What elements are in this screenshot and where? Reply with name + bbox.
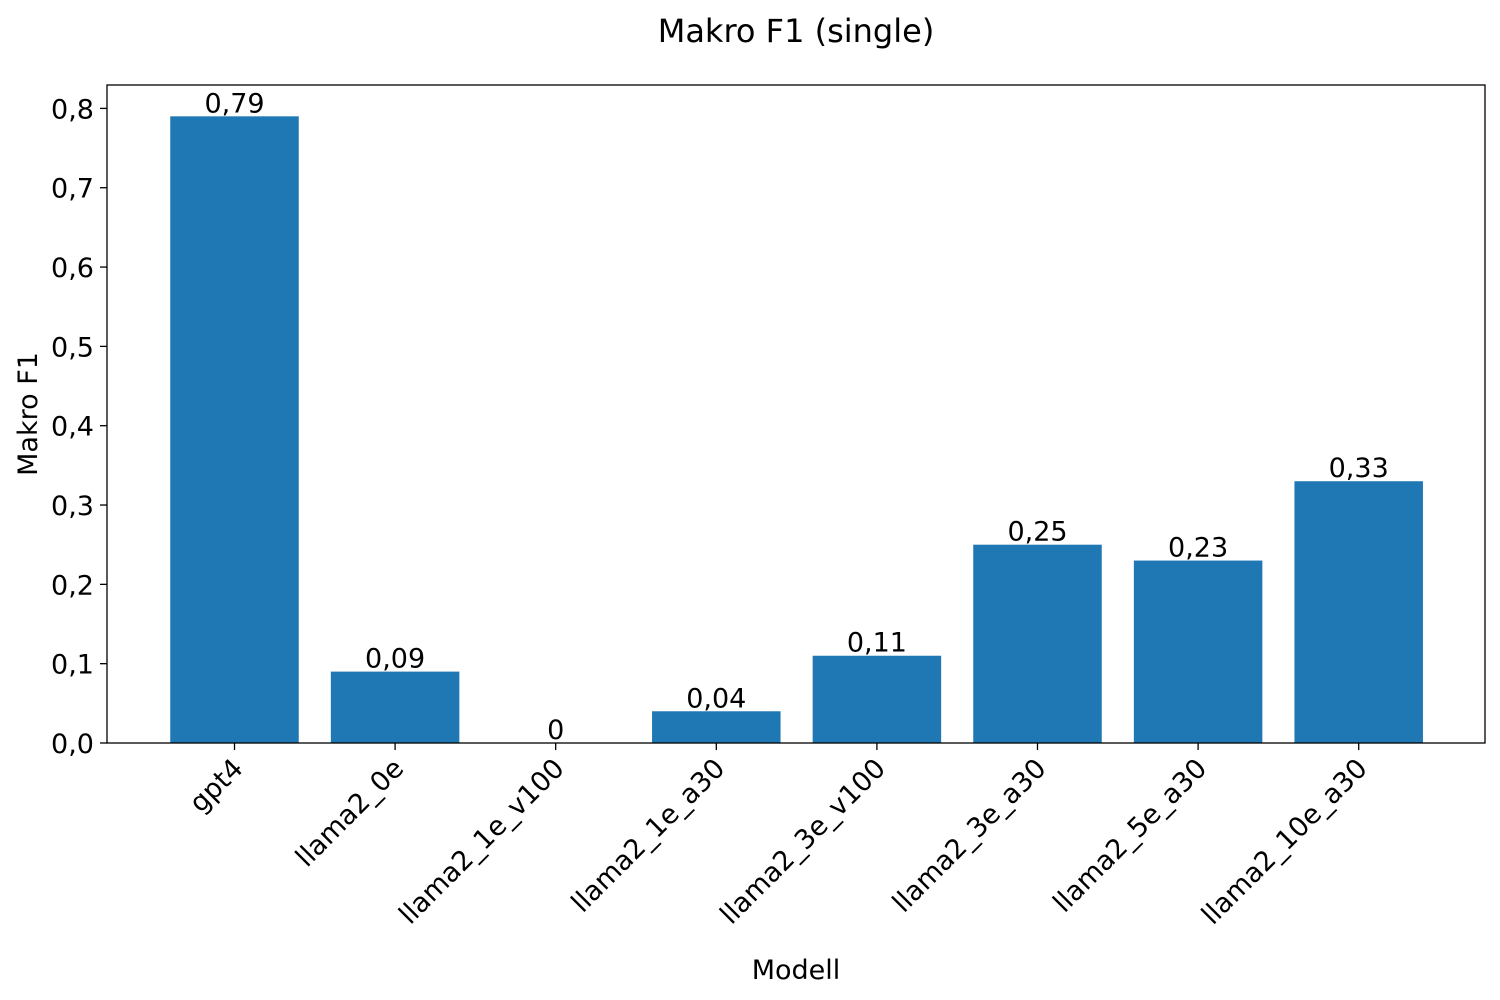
y-tick-label: 0,0 (51, 729, 94, 760)
bar-value-label: 0,23 (1168, 533, 1228, 564)
bars-group (170, 116, 1423, 743)
x-tick-label: gpt4 (184, 753, 250, 819)
x-tick-label: llama2_0e (290, 753, 410, 873)
y-tick-label: 0,3 (51, 491, 94, 522)
bar (1294, 481, 1423, 743)
value-labels-group: 0,79 0,09 0 0,04 0,11 0,25 0,23 0,33 (204, 88, 1388, 746)
chart-title: Makro F1 (single) (658, 12, 935, 50)
bar (330, 671, 460, 743)
y-tick-label: 0,8 (51, 94, 94, 125)
y-tick-label: 0,5 (51, 332, 94, 363)
bar-value-label: 0,79 (204, 88, 264, 119)
bar-value-label: 0,33 (1329, 453, 1389, 484)
bar-value-label: 0,04 (686, 683, 746, 714)
bar-value-label: 0,11 (847, 628, 907, 659)
bar (812, 655, 942, 743)
y-tick-label: 0,6 (51, 253, 94, 284)
x-tick-label: llama2_5e_a30 (1047, 753, 1213, 919)
y-tick-label: 0,4 (51, 412, 94, 443)
y-tick-label: 0,7 (51, 174, 94, 205)
x-tick-label: llama2_10e_a30 (1196, 753, 1374, 931)
x-axis-label: Modell (752, 955, 841, 986)
x-tick-label: llama2_3e_a30 (887, 753, 1053, 919)
bar (170, 116, 299, 743)
plot-frame (106, 84, 1486, 744)
bar (973, 544, 1102, 743)
x-tick-label: llama2_1e_v100 (393, 753, 570, 930)
bar (1133, 560, 1263, 743)
x-tick-label: llama2_1e_a30 (566, 753, 732, 919)
y-axis-label: Makro F1 (13, 352, 44, 476)
bar-value-label: 0,09 (365, 644, 425, 675)
bar-value-label: 0 (547, 715, 564, 746)
y-tick-label: 0,2 (51, 570, 94, 601)
bar-value-label: 0,25 (1007, 517, 1067, 548)
x-tick-label: llama2_3e_v100 (714, 753, 891, 930)
y-tick-label: 0,1 (51, 650, 94, 681)
x-ticks-group: gpt4 llama2_0ellama2_1e_v100llama2_1e_a30… (184, 743, 1374, 931)
y-ticks-group: 0,0 0,1 0,2 0,3 0,4 0,5 0,6 0,7 0,8 (51, 94, 107, 760)
bar (652, 711, 781, 743)
